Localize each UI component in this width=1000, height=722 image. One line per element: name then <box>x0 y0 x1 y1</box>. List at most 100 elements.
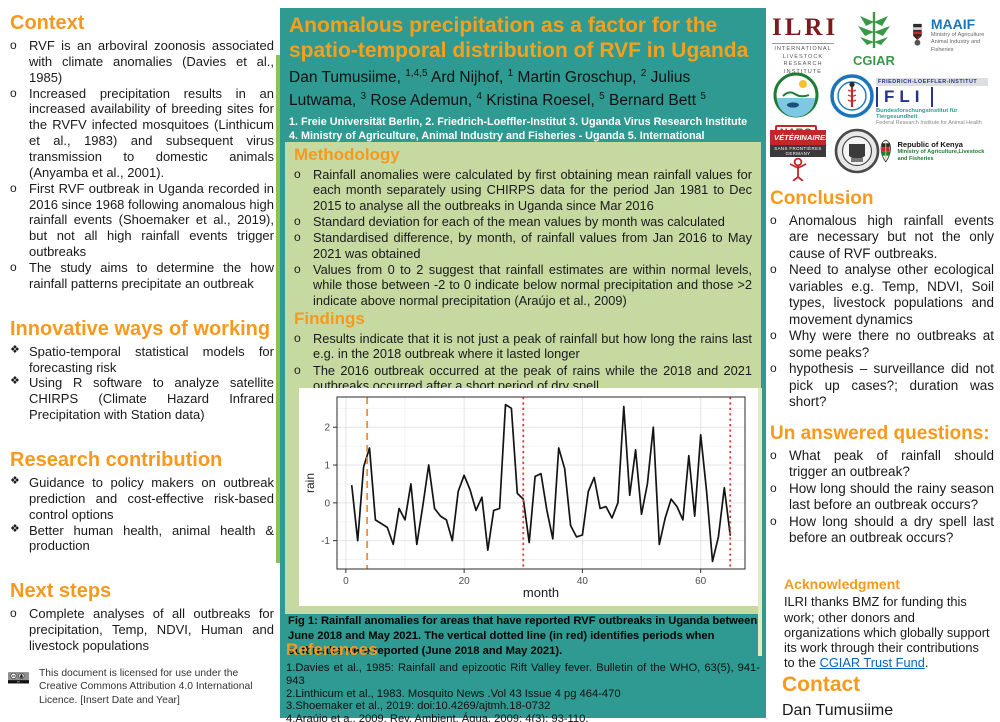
list-item: 2.Linthicum et al., 1983. Mosquito News … <box>286 688 760 701</box>
list-item: o Standardised difference, by month, of r… <box>294 230 752 261</box>
list-item: ❖ Better human health, animal health & pr… <box>10 523 274 555</box>
findings-list: o Results indicate that it is not just a … <box>294 331 752 393</box>
list-item: o The study aims to determine the how rai… <box>10 260 274 292</box>
references-list: 1.Davies et al., 1985: Rainfall and epiz… <box>286 662 760 722</box>
bullet-icon: o <box>10 180 17 195</box>
green-accent-strip-right <box>758 388 762 656</box>
bullet-icon: o <box>770 213 777 227</box>
section-research-contribution: Research contribution ❖ Guidance to polic… <box>10 449 274 554</box>
list-item-text: Using R software to analyze satellite CH… <box>29 375 274 423</box>
list-item-text: How long should a dry spell last before … <box>789 513 994 545</box>
svg-text:20: 20 <box>458 576 470 587</box>
vsf-person-icon <box>789 157 807 182</box>
freie-universitaet-berlin-seal <box>834 128 880 179</box>
next-steps-heading: Next steps <box>10 580 112 603</box>
list-item-text: Why were there no outbreaks at some peak… <box>789 328 994 360</box>
vsf-germany-logo: VÉTÉRINAIRES SANS FRONTIÈRES GERMANY <box>770 130 830 186</box>
poster-title: Anomalous precipitation as a factor for … <box>289 13 757 63</box>
bullet-icon: ❖ <box>10 343 20 356</box>
license-block: cc BY This document is licensed for use … <box>8 664 274 707</box>
list-item-text: First RVF outbreak in Uganda recorded in… <box>29 180 275 260</box>
list-item-text: 4.Araújo et a., 2009. Rev. Ambient. Água… <box>286 713 589 722</box>
list-item-text: hypothesis – surveillance did not pick u… <box>789 361 994 410</box>
author-name: Ard Nijhof, <box>427 69 508 87</box>
innovative-ways-list: ❖ Spatio-temporal statistical models for … <box>10 344 274 423</box>
list-item: o First RVF outbreak in Uganda recorded i… <box>10 181 274 260</box>
kenya-crest-icon <box>880 139 891 163</box>
left-column: Context o RVF is an arboviral zoonosis as… <box>10 12 274 654</box>
cgiar-logo: CGIAR <box>846 10 902 68</box>
list-item: 3.Shoemaker et al., 2019: doi:10.4269/aj… <box>286 700 760 713</box>
cgiar-trust-fund-link[interactable]: CGIAR Trust Fund <box>819 654 925 670</box>
rainfall-anomaly-chart: 0 20 40 60 -1 0 1 2 month rain <box>299 388 758 606</box>
list-item-text: 2.Linthicum et al., 1983. Mosquito News … <box>286 687 621 700</box>
section-next-steps: Next steps o Complete analyses of all out… <box>10 580 274 654</box>
findings-heading: Findings <box>294 309 365 329</box>
contact-name: Dan Tumusiime <box>782 701 894 719</box>
section-context: Context o RVF is an arboviral zoonosis as… <box>10 12 274 292</box>
author-affiliation-sup: 5 <box>700 90 706 102</box>
rainfall-anomaly-plot: 0 20 40 60 -1 0 1 2 month rain <box>303 396 746 600</box>
author-affiliation-sup: 5 <box>599 90 605 102</box>
methodology-list: o Rainfall anomalies were calculated by f… <box>294 167 752 308</box>
list-item: ❖ Using R software to analyze satellite C… <box>10 375 274 423</box>
section-unanswered-questions: Un answered questions: o What peak of rai… <box>770 423 994 547</box>
author-affiliation-sup: 1 <box>507 68 514 80</box>
list-item-text: The study aims to determine the how rain… <box>29 260 274 291</box>
author-affiliation-sup: 3 <box>360 90 367 102</box>
author-name: Kristina Roesel, <box>481 91 600 109</box>
bullet-icon: o <box>10 85 17 100</box>
svg-text:0: 0 <box>324 498 330 509</box>
bullet-icon: o <box>294 262 301 277</box>
title-line-1: Anomalous precipitation as a factor for … <box>289 14 718 37</box>
list-item-text: Standardised difference, by month, of ra… <box>313 230 752 261</box>
figure-caption: Fig 1: Rainfall anomalies for areas that… <box>288 615 758 657</box>
list-item: o Values from 0 to 2 suggest that rainfal… <box>294 262 752 308</box>
context-list: o RVF is an arboviral zoonosis associated… <box>10 38 274 292</box>
ilri-logo: ILRI INTERNATIONAL LIVESTOCK RESEARCH IN… <box>772 14 839 75</box>
bullet-icon: o <box>10 606 17 621</box>
list-item-text: Guidance to policy makers on outbreak pr… <box>29 475 274 522</box>
author-affiliation-sup: 2 <box>640 68 647 80</box>
bullet-icon: o <box>294 230 301 245</box>
conclusion-list: o Anomalous high rainfall events are nece… <box>770 213 994 411</box>
section-innovative-ways: Innovative ways of working ❖ Spatio-tempo… <box>10 318 274 423</box>
list-item-text: What peak of rainfall should trigger an … <box>789 447 994 480</box>
list-item-text: Better human health, animal health & pro… <box>29 522 274 554</box>
bullet-icon: o <box>294 331 301 346</box>
research-contribution-list: ❖ Guidance to policy makers on outbreak p… <box>10 475 274 554</box>
list-item: o What peak of rainfall should trigger an… <box>770 448 994 481</box>
authors-line: Dan Tumusiime, 1,4,5 Ard Nijhof, 1 Marti… <box>289 67 757 111</box>
list-item: o Increased precipitation results in an i… <box>10 86 274 181</box>
naro-emblem-icon <box>773 72 819 118</box>
bullet-icon: o <box>770 361 777 376</box>
svg-text:40: 40 <box>576 576 588 587</box>
research-contribution-heading: Research contribution <box>10 449 223 472</box>
list-item: o Why were there no outbreaks at some pea… <box>770 328 994 361</box>
references-heading: References <box>286 640 378 659</box>
license-text: This document is licensed for use under … <box>39 668 253 706</box>
context-heading: Context <box>10 12 85 34</box>
list-item-text: Values from 0 to 2 suggest that rainfall… <box>313 262 752 308</box>
list-item-text: How long should the rainy season last be… <box>789 480 994 513</box>
list-item: o How long should a dry spell last before… <box>770 514 994 547</box>
list-item: o RVF is an arboviral zoonosis associated… <box>10 38 274 86</box>
section-acknowledgment: Acknowledgment ILRI thanks BMZ for fundi… <box>784 576 992 669</box>
list-item: o Need to analyse other ecological variab… <box>770 262 994 328</box>
kemri-logo <box>830 74 874 123</box>
list-item: ❖ Guidance to policy makers on outbreak p… <box>10 475 274 523</box>
author-affiliation-sup: 4 <box>476 90 482 102</box>
list-item: o Rainfall anomalies were calculated by f… <box>294 167 752 213</box>
list-item: o Standard deviation for each of the mean… <box>294 214 752 229</box>
list-item-text: Anomalous high rainfall events are neces… <box>789 213 994 261</box>
svg-text:rain: rain <box>303 473 317 493</box>
svg-text:2: 2 <box>324 423 330 434</box>
list-item-text: 1.Davies et al., 1985: Rainfall and epiz… <box>286 662 760 687</box>
list-item: 1.Davies et al., 1985: Rainfall and epiz… <box>286 662 760 688</box>
list-item: o hypothesis – surveillance did not pick … <box>770 361 994 410</box>
bullet-icon: o <box>770 447 777 462</box>
list-item: o Anomalous high rainfall events are nece… <box>770 213 994 262</box>
maaif-logo: MAAIF Ministry of Agriculture Animal Ind… <box>908 16 994 54</box>
author-name: Dan Tumusiime, <box>289 69 406 87</box>
list-item-text: Rainfall anomalies were calculated by fi… <box>313 167 752 213</box>
